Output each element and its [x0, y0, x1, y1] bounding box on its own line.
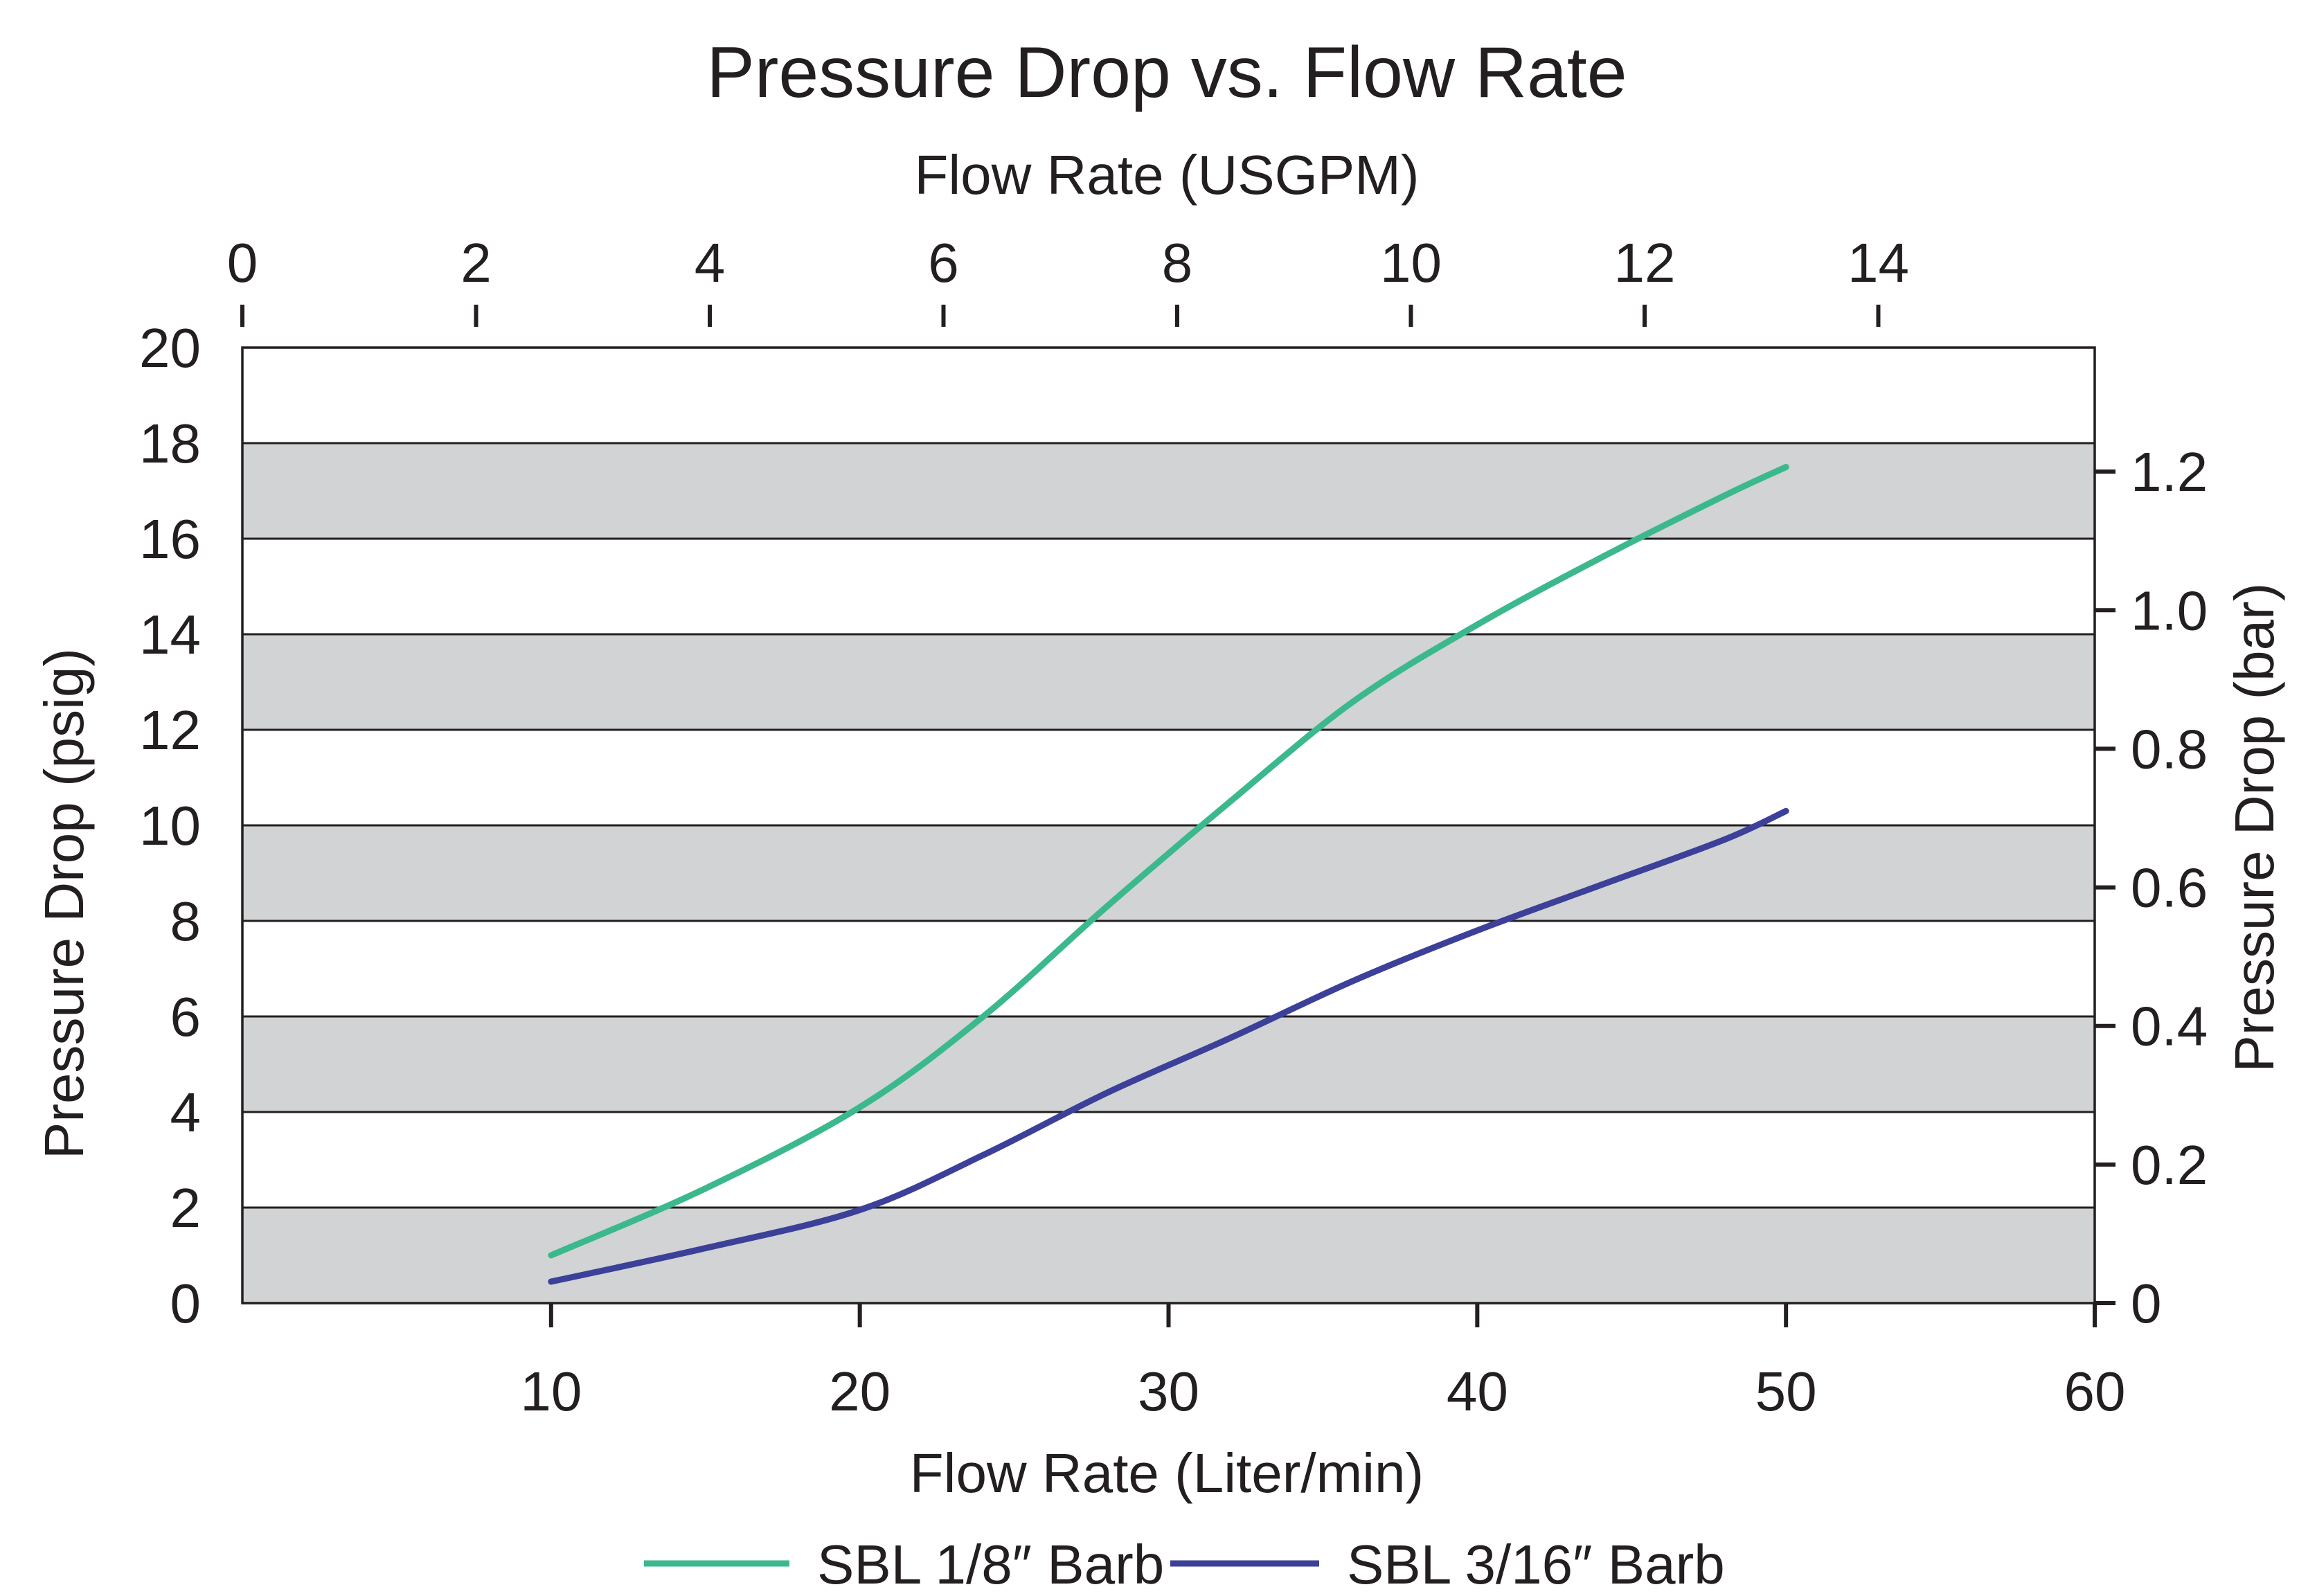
series-line-1 — [548, 464, 1789, 1259]
grid-band — [242, 634, 2095, 730]
y-tick-label: 0 — [170, 1273, 202, 1334]
legend-label-series-2: SBL 3/16″ Barb — [1347, 1534, 1725, 1595]
legend-label-series-1: SBL 1/8″ Barb — [817, 1534, 1164, 1595]
y-tick-label: 6 — [170, 986, 202, 1048]
series-line-2 — [548, 807, 1789, 1285]
y-tick-label: 4 — [170, 1082, 202, 1143]
x-tick-label: 50 — [1755, 1361, 1817, 1422]
y2-tick-label: 0.8 — [2131, 718, 2208, 780]
y2-tick-label: 1.0 — [2131, 580, 2208, 641]
y-tick-label: 12 — [139, 699, 201, 761]
y-tick-label: 2 — [170, 1177, 202, 1239]
y2-tick-label: 0.2 — [2131, 1134, 2208, 1196]
y-tick-label: 16 — [139, 508, 201, 570]
y-tick-label: 8 — [170, 890, 202, 952]
x-tick-label: 60 — [2064, 1361, 2126, 1422]
y2-tick-label: 0.6 — [2131, 857, 2208, 919]
axis-ticks — [240, 305, 2115, 1327]
plot-bands — [242, 443, 2095, 1303]
left-axis-label: Pressure Drop (psig) — [33, 648, 95, 1159]
grid-band — [242, 825, 2095, 921]
x-tick-label: 40 — [1447, 1361, 1508, 1422]
x2-tick-label: 2 — [460, 232, 492, 294]
chart-title: Pressure Drop vs. Flow Rate — [706, 33, 1627, 113]
series-lines — [548, 464, 1789, 1285]
x2-tick-label: 12 — [1613, 232, 1675, 294]
y-tick-label: 18 — [139, 413, 201, 474]
x-tick-label: 20 — [829, 1361, 891, 1422]
x-tick-label: 30 — [1138, 1361, 1199, 1422]
x2-tick-label: 6 — [928, 232, 959, 294]
y2-tick-label: 1.2 — [2131, 441, 2208, 503]
x2-tick-label: 4 — [695, 232, 726, 294]
y2-tick-label: 0 — [2131, 1273, 2162, 1334]
x-tick-label: 10 — [520, 1361, 582, 1422]
x2-tick-label: 8 — [1162, 232, 1193, 294]
grid-band — [242, 443, 2095, 539]
grid-band — [242, 1208, 2095, 1303]
x2-tick-label: 14 — [1848, 232, 1909, 294]
y-tick-label: 20 — [139, 317, 201, 379]
legend: SBL 1/8″ Barb SBL 3/16″ Barb — [644, 1534, 1725, 1595]
x2-tick-label: 0 — [227, 232, 258, 294]
bottom-axis-label: Flow Rate (Liter/min) — [910, 1442, 1424, 1504]
top-axis-label: Flow Rate (USGPM) — [915, 144, 1420, 206]
x2-tick-label: 10 — [1380, 232, 1442, 294]
y-tick-label: 14 — [139, 604, 201, 665]
y2-tick-label: 0.4 — [2131, 996, 2208, 1057]
right-axis-label: Pressure Drop (bar) — [2224, 583, 2285, 1073]
y-tick-label: 10 — [139, 795, 201, 857]
